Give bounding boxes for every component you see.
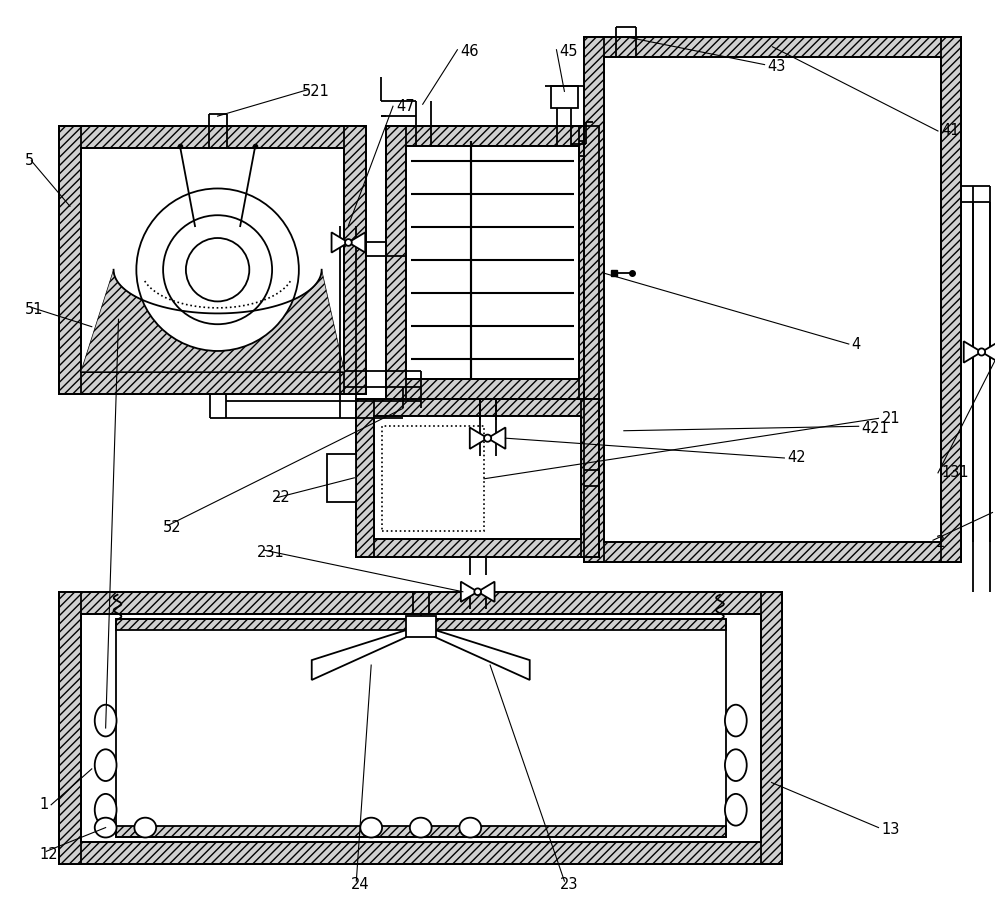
Text: 521: 521 [302, 84, 330, 99]
Bar [386, 126, 599, 146]
Text: 23: 23 [559, 876, 578, 892]
Ellipse shape [95, 705, 117, 737]
Circle shape [163, 215, 272, 324]
Text: 51: 51 [24, 302, 43, 317]
Ellipse shape [360, 818, 382, 837]
Ellipse shape [134, 818, 156, 837]
Text: 45: 45 [559, 44, 578, 59]
Text: 421: 421 [862, 421, 890, 436]
Text: 2: 2 [936, 535, 945, 550]
Text: 4: 4 [852, 337, 861, 352]
Ellipse shape [95, 750, 117, 781]
Bar [604, 57, 941, 542]
Polygon shape [964, 341, 982, 362]
Bar [59, 126, 366, 148]
Circle shape [345, 239, 352, 246]
Bar [584, 37, 604, 562]
Text: 231: 231 [257, 545, 285, 560]
Bar [59, 592, 81, 865]
Circle shape [186, 238, 249, 301]
Ellipse shape [95, 794, 117, 825]
Bar [584, 37, 961, 57]
Bar [59, 372, 366, 394]
Polygon shape [488, 427, 505, 449]
Bar [356, 399, 599, 416]
Bar [59, 592, 782, 865]
Ellipse shape [410, 818, 432, 837]
Text: 42: 42 [787, 450, 806, 466]
Text: 131: 131 [941, 466, 969, 480]
Ellipse shape [725, 705, 747, 737]
Text: 1: 1 [39, 797, 48, 813]
Text: 24: 24 [351, 876, 370, 892]
Text: 22: 22 [272, 490, 291, 505]
Bar [761, 592, 782, 865]
Ellipse shape [459, 818, 481, 837]
Circle shape [978, 349, 985, 355]
Ellipse shape [95, 818, 117, 837]
Bar [406, 615, 436, 637]
Bar [406, 146, 579, 379]
Text: 21: 21 [881, 411, 900, 425]
Ellipse shape [725, 794, 747, 825]
Bar [551, 87, 578, 109]
Polygon shape [982, 341, 999, 362]
Circle shape [136, 188, 299, 351]
Bar [584, 542, 961, 562]
Polygon shape [470, 427, 488, 449]
Bar [81, 614, 761, 843]
Bar [59, 592, 782, 614]
Circle shape [474, 588, 481, 595]
Bar [344, 126, 366, 394]
Polygon shape [332, 233, 348, 253]
Bar [406, 146, 579, 379]
Polygon shape [461, 582, 478, 602]
Bar [356, 399, 374, 557]
Bar [579, 126, 599, 399]
Text: 46: 46 [460, 44, 479, 59]
Bar [356, 399, 599, 557]
Polygon shape [421, 625, 530, 680]
Text: 47: 47 [396, 99, 415, 114]
Bar [581, 399, 599, 557]
Text: 13: 13 [881, 822, 900, 837]
Bar [604, 57, 941, 542]
Bar [59, 126, 81, 394]
Polygon shape [312, 625, 421, 680]
Bar [81, 148, 344, 372]
Bar [356, 540, 599, 557]
Text: 43: 43 [768, 59, 786, 74]
Bar [327, 454, 356, 501]
Bar [386, 379, 599, 399]
Bar [59, 126, 366, 394]
Text: 5: 5 [24, 153, 34, 168]
Bar [382, 426, 484, 531]
Text: 11: 11 [109, 311, 127, 327]
Circle shape [484, 435, 491, 442]
Bar [116, 618, 726, 630]
Bar [81, 614, 761, 843]
Bar [584, 37, 961, 562]
Text: 52: 52 [163, 519, 182, 535]
Polygon shape [81, 269, 344, 372]
Bar [116, 825, 726, 837]
Bar [386, 126, 406, 399]
Text: 12: 12 [39, 847, 58, 862]
Bar [81, 148, 344, 372]
Bar [386, 126, 599, 399]
Ellipse shape [725, 750, 747, 781]
Polygon shape [478, 582, 495, 602]
Bar [374, 416, 581, 540]
Bar [116, 618, 726, 837]
Bar [374, 416, 581, 540]
Bar [59, 843, 782, 865]
Polygon shape [348, 233, 365, 253]
Text: 41: 41 [941, 123, 959, 139]
Bar [941, 37, 961, 562]
